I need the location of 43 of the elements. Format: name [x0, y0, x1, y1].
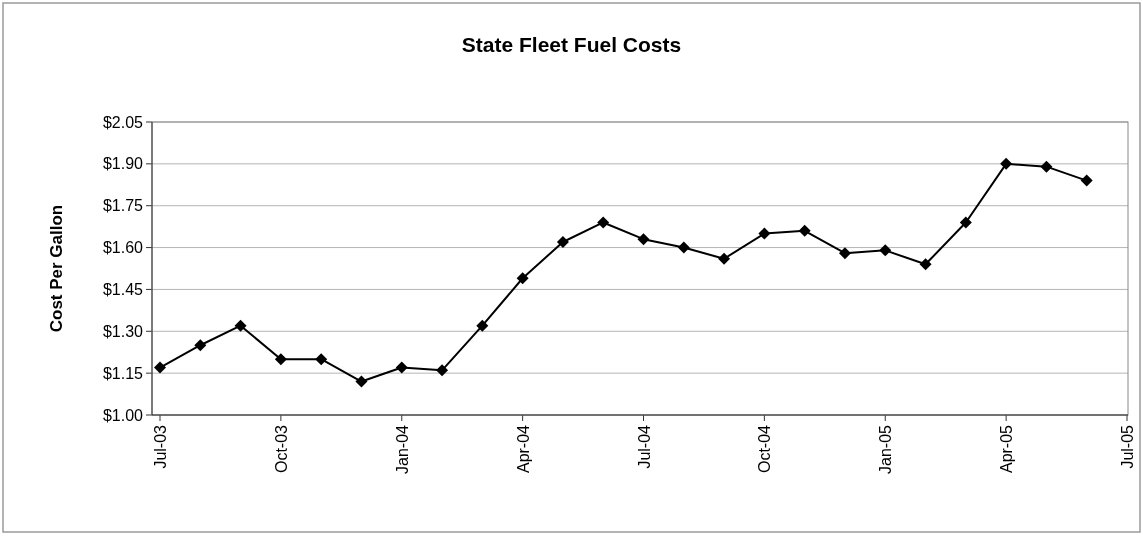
point [154, 361, 166, 374]
point [234, 319, 247, 332]
x-tick-label: Jan-04 [393, 424, 411, 474]
chart-title: State Fleet Fuel Costs [461, 33, 682, 56]
point [1000, 157, 1013, 170]
y-axis-title: Cost Per Gallon [47, 204, 66, 333]
point [436, 364, 449, 377]
x-tick-label: Apr-04 [514, 424, 532, 474]
point [194, 339, 207, 352]
point [556, 235, 569, 248]
y-tick-label: $1.45 [102, 281, 144, 299]
point [959, 216, 972, 229]
point [274, 353, 287, 366]
point [476, 319, 489, 332]
point [395, 361, 408, 374]
point [838, 247, 851, 260]
point [597, 216, 610, 229]
point [718, 252, 731, 265]
x-tick-label: Jan-05 [877, 424, 895, 474]
x-tick-label: Apr-05 [998, 424, 1016, 474]
x-tick-label: Jul-05 [1119, 424, 1136, 469]
y-tick-label: $1.15 [102, 364, 144, 382]
x-tick-label: Oct-03 [272, 424, 290, 474]
point [879, 244, 892, 257]
y-tick-label: $1.30 [102, 322, 144, 340]
point [1080, 174, 1093, 187]
y-tick-label: $1.90 [102, 155, 144, 173]
point [637, 233, 650, 246]
y-tick-label: $1.00 [102, 406, 144, 424]
y-tick-label: $2.05 [102, 113, 144, 131]
point [758, 227, 771, 240]
x-tick-label: Oct-04 [756, 424, 774, 474]
point [355, 375, 368, 388]
point [315, 353, 328, 366]
point [798, 224, 811, 237]
y-tick-label: $1.75 [102, 197, 144, 215]
y-tick-label: $1.60 [102, 239, 144, 257]
x-tick-label: Jul-03 [152, 424, 169, 469]
point [677, 241, 690, 254]
point [1040, 160, 1053, 173]
point [516, 272, 529, 285]
point [919, 258, 932, 271]
x-tick-label: Jul-04 [635, 424, 653, 469]
